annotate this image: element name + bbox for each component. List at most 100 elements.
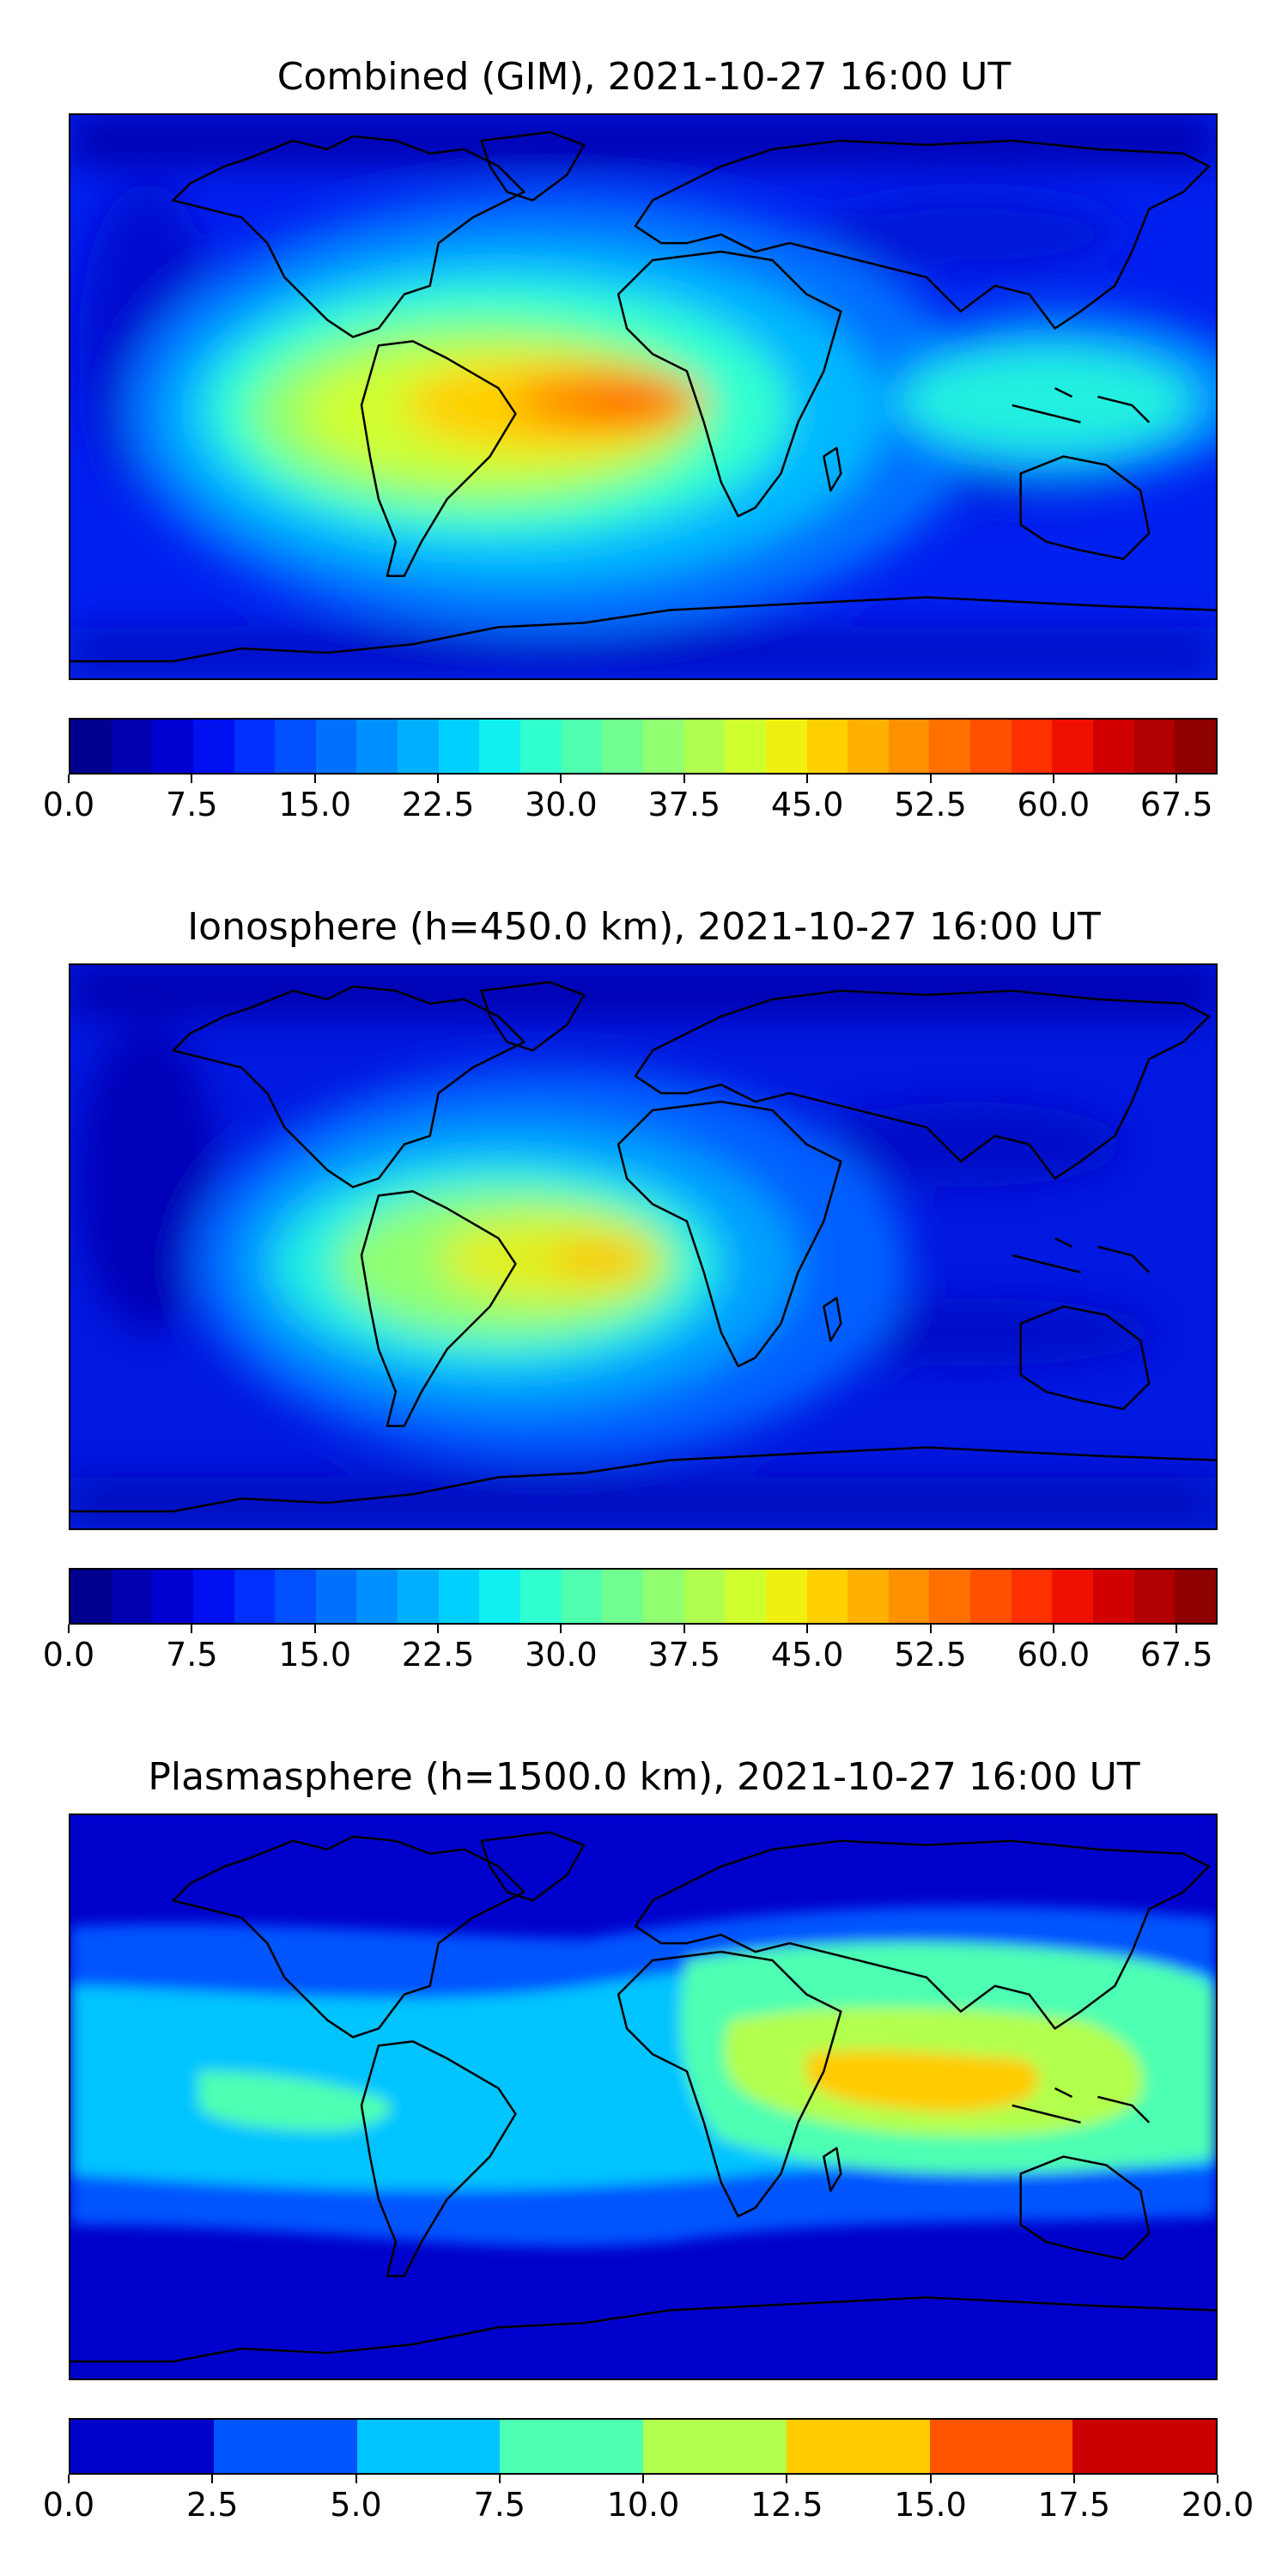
colorbar-segment bbox=[1093, 1570, 1134, 1623]
colorbar-tick-label: 20.0 bbox=[1181, 2486, 1255, 2524]
colorbar-tick bbox=[68, 775, 70, 783]
coastlines-ionosphere bbox=[70, 981, 1216, 1513]
colorbar-tick bbox=[1176, 775, 1178, 783]
colorbar-tick-label: 7.5 bbox=[166, 1636, 218, 1674]
colorbar-tick-label: 15.0 bbox=[278, 786, 352, 823]
colorbar-segment bbox=[970, 1570, 1012, 1623]
colorbar-tick bbox=[560, 775, 562, 783]
colorbar-tick-label: 7.5 bbox=[166, 786, 218, 823]
colorbar-segment bbox=[192, 1570, 234, 1623]
colorbar-segment bbox=[192, 720, 234, 773]
colorbar-tick-label: 52.5 bbox=[894, 786, 967, 823]
colorbar-segment bbox=[1175, 720, 1216, 773]
colorbar-tick-label: 0.0 bbox=[42, 2486, 95, 2524]
colorbar-tick-label: 15.0 bbox=[278, 1636, 352, 1674]
colorbar-segment bbox=[234, 720, 276, 773]
colorbar-tick bbox=[786, 2475, 788, 2483]
colorbar-tick bbox=[929, 2475, 932, 2483]
colorbar-tick-label: 60.0 bbox=[1017, 1636, 1091, 1674]
colorbar-tick-label: 37.5 bbox=[647, 786, 721, 823]
colorbar-tick bbox=[1217, 2475, 1218, 2483]
colorbar-segment bbox=[70, 720, 112, 773]
colorbar-segment bbox=[642, 1570, 684, 1623]
colorbar-segment bbox=[356, 2420, 501, 2473]
colorbar-segment bbox=[765, 1570, 807, 1623]
colorbar-plasmasphere bbox=[69, 2418, 1218, 2475]
colorbar-ticks-combined: 0.0 7.5 15.0 22.5 30.0 37.5 45.0 52.5 60.0 67.5 bbox=[43, 775, 1218, 826]
colorbar-tick-label: 7.5 bbox=[473, 2486, 526, 2524]
colorbar-tick bbox=[313, 1625, 316, 1633]
colorbar-segment bbox=[520, 1570, 562, 1623]
colorbar-segment bbox=[561, 1570, 603, 1623]
colorbar-segment bbox=[929, 720, 971, 773]
colorbar-segment bbox=[765, 720, 807, 773]
colorbar-segment bbox=[1133, 1570, 1176, 1623]
colorbar-tick-label: 45.0 bbox=[770, 786, 844, 823]
colorbar-tick bbox=[1052, 775, 1054, 783]
colorbar-segment bbox=[356, 1570, 398, 1623]
colorbar-combined bbox=[69, 718, 1218, 775]
colorbar-ticks-plasmasphere: 0.0 2.5 5.0 7.5 10.0 12.5 15.0 17.5 20.0 bbox=[43, 2475, 1254, 2526]
colorbar-segment bbox=[602, 720, 643, 773]
colorbar-segment bbox=[1052, 1570, 1094, 1623]
colorbar-segment bbox=[642, 720, 684, 773]
panel-title-plasmasphere: Plasmasphere (h=1500.0 km), 2021-10-27 1… bbox=[148, 1755, 1140, 1799]
colorbar-segment bbox=[888, 720, 930, 773]
colorbar-tick-label: 60.0 bbox=[1017, 786, 1091, 823]
colorbar-tick-label: 37.5 bbox=[647, 1636, 721, 1674]
colorbar-segment bbox=[970, 720, 1012, 773]
colorbar-tick bbox=[642, 2475, 644, 2483]
colorbar-ticks-ionosphere: 0.0 7.5 15.0 22.5 30.0 37.5 45.0 52.5 60.0 67.5 bbox=[43, 1625, 1218, 1676]
colorbar-segment bbox=[1011, 720, 1053, 773]
colorbar-segment bbox=[1133, 720, 1176, 773]
colorbar-tick-label: 15.0 bbox=[894, 2486, 967, 2524]
tec-map-plasmasphere bbox=[70, 1815, 1216, 2379]
map-combined bbox=[69, 113, 1218, 680]
colorbar-segment bbox=[315, 1570, 357, 1623]
colorbar-tick bbox=[1072, 2475, 1075, 2483]
colorbar-segment bbox=[520, 720, 562, 773]
colorbar-segment bbox=[806, 720, 848, 773]
colorbar-segment bbox=[315, 720, 357, 773]
colorbar-segment bbox=[561, 720, 603, 773]
colorbar-segment bbox=[356, 720, 398, 773]
colorbar-segment bbox=[929, 2420, 1073, 2473]
colorbar-segment bbox=[1072, 2420, 1216, 2473]
colorbar-segment bbox=[213, 2420, 357, 2473]
colorbar-tick bbox=[560, 1625, 562, 1633]
colorbar-tick bbox=[1176, 1625, 1178, 1633]
colorbar-segment bbox=[70, 2420, 214, 2473]
coastlines-plasmasphere bbox=[70, 1831, 1216, 2363]
colorbar-ionosphere bbox=[69, 1568, 1218, 1625]
colorbar-segment bbox=[683, 1570, 726, 1623]
colorbar-segment bbox=[398, 1570, 439, 1623]
colorbar-segment bbox=[848, 1570, 889, 1623]
colorbar-segment bbox=[643, 2420, 787, 2473]
colorbar-tick bbox=[313, 775, 316, 783]
colorbar-segment bbox=[1052, 720, 1094, 773]
colorbar-segment bbox=[152, 720, 193, 773]
colorbar-segment bbox=[725, 1570, 766, 1623]
coastlines-combined bbox=[70, 131, 1216, 663]
colorbar-segment bbox=[806, 1570, 848, 1623]
colorbar-segment bbox=[479, 1570, 521, 1623]
colorbar-segment bbox=[234, 1570, 276, 1623]
colorbar-tick bbox=[683, 1625, 685, 1633]
colorbar-tick bbox=[191, 775, 193, 783]
colorbar-tick-label: 12.5 bbox=[750, 2486, 823, 2524]
colorbar-tick bbox=[683, 775, 685, 783]
colorbar-segment bbox=[438, 720, 480, 773]
colorbar-tick-label: 5.0 bbox=[330, 2486, 382, 2524]
colorbar-segment bbox=[1175, 1570, 1216, 1623]
colorbar-tick-label: 67.5 bbox=[1139, 786, 1213, 823]
colorbar-segment bbox=[275, 720, 316, 773]
colorbar-segment bbox=[1011, 1570, 1053, 1623]
tec-map-combined bbox=[70, 115, 1216, 678]
colorbar-tick-label: 17.5 bbox=[1037, 2486, 1111, 2524]
map-plasmasphere bbox=[69, 1814, 1218, 2380]
colorbar-tick bbox=[929, 775, 932, 783]
colorbar-tick bbox=[929, 1625, 932, 1633]
colorbar-segment bbox=[438, 1570, 480, 1623]
colorbar-segment bbox=[602, 1570, 643, 1623]
colorbar-tick bbox=[68, 2475, 70, 2483]
